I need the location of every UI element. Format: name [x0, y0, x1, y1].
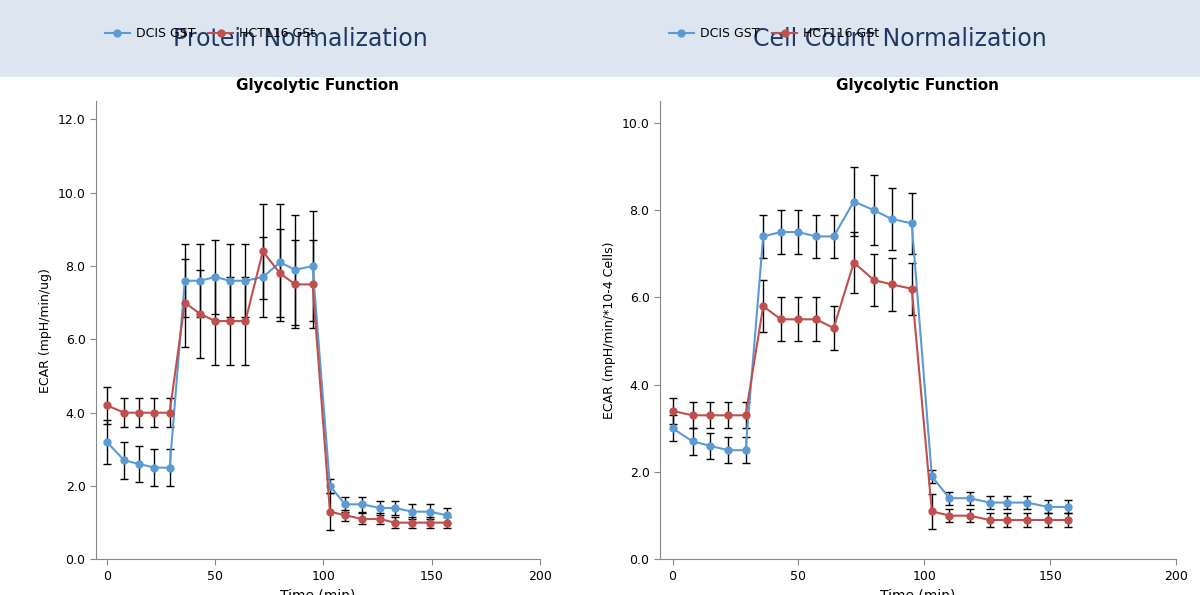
Legend: DCIS GST, HCT116 GSt: DCIS GST, HCT116 GSt — [102, 25, 318, 43]
Y-axis label: ECAR (mpH/min/*10-4 Cells): ECAR (mpH/min/*10-4 Cells) — [604, 242, 616, 419]
Legend: DCIS GST, HCT116 GSt: DCIS GST, HCT116 GSt — [666, 25, 882, 43]
Text: Cell Count Normalization: Cell Count Normalization — [754, 27, 1046, 51]
Title: Glycolytic Function: Glycolytic Function — [836, 78, 1000, 93]
Title: Glycolytic Function: Glycolytic Function — [236, 78, 400, 93]
X-axis label: Time (min): Time (min) — [881, 588, 955, 595]
Y-axis label: ECAR (mpH/min/ug): ECAR (mpH/min/ug) — [40, 268, 52, 393]
Text: Protein Normalization: Protein Normalization — [173, 27, 427, 51]
X-axis label: Time (min): Time (min) — [281, 588, 355, 595]
